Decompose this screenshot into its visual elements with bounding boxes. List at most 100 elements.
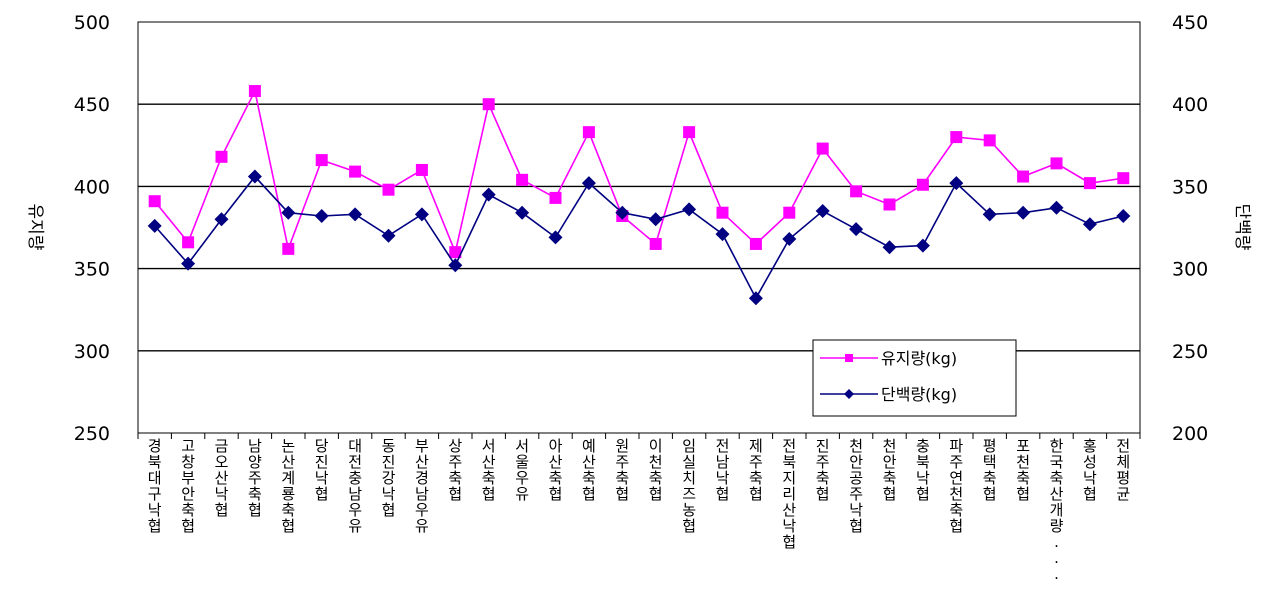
left-axis-title: 유지량	[25, 204, 45, 251]
data-point-0	[883, 198, 896, 211]
data-point-0	[182, 236, 195, 249]
data-point-1	[1116, 208, 1131, 223]
data-point-1	[147, 218, 162, 233]
data-point-1	[381, 228, 396, 243]
data-point-1	[515, 205, 530, 220]
data-point-1	[281, 205, 296, 220]
data-point-0	[248, 85, 261, 98]
data-point-0	[783, 206, 796, 219]
data-point-1	[581, 176, 596, 191]
data-point-1	[748, 291, 763, 306]
data-point-0	[516, 173, 529, 186]
data-point-1	[1016, 205, 1031, 220]
data-point-1	[348, 207, 363, 222]
data-point-1	[247, 169, 262, 184]
data-point-1	[982, 207, 997, 222]
data-point-0	[950, 131, 963, 144]
data-point-0	[582, 126, 595, 139]
right-axis-title: 단백량	[1232, 204, 1252, 251]
left-tick-label: 350	[74, 259, 110, 281]
legend-label-protein: 단백량(kg)	[881, 385, 957, 404]
data-point-0	[315, 154, 328, 167]
legend-marker-fat	[845, 354, 853, 362]
data-point-1	[181, 256, 196, 271]
data-point-0	[282, 242, 295, 255]
left-tick-label: 400	[74, 176, 110, 198]
data-point-1	[682, 202, 697, 217]
data-point-1	[849, 222, 864, 237]
left-tick-label: 250	[74, 423, 110, 445]
data-point-1	[782, 232, 797, 247]
data-point-0	[1117, 172, 1130, 185]
data-point-0	[983, 134, 996, 147]
data-point-0	[415, 163, 428, 176]
data-point-1	[715, 227, 730, 242]
data-point-0	[1017, 170, 1030, 183]
right-tick-label: 300	[1172, 259, 1208, 281]
data-point-0	[215, 150, 228, 163]
data-point-0	[349, 165, 362, 178]
legend-marker-protein	[844, 389, 854, 399]
data-point-0	[549, 191, 562, 204]
right-tick-label: 400	[1172, 94, 1208, 116]
data-point-1	[882, 240, 897, 255]
data-point-1	[648, 212, 663, 227]
legend-label-fat: 유지량(kg)	[881, 349, 957, 368]
data-point-1	[949, 176, 964, 191]
data-point-0	[816, 142, 829, 155]
data-point-1	[548, 230, 563, 245]
data-point-1	[414, 207, 429, 222]
data-point-0	[482, 98, 495, 111]
data-point-0	[850, 185, 863, 198]
data-point-0	[716, 206, 729, 219]
right-tick-label: 450	[1172, 12, 1208, 34]
data-point-0	[449, 246, 462, 259]
data-point-1	[481, 187, 496, 202]
right-tick-label: 200	[1172, 423, 1208, 445]
data-point-1	[448, 258, 463, 273]
left-tick-label: 300	[74, 341, 110, 363]
data-point-0	[382, 183, 395, 196]
data-point-1	[1049, 200, 1064, 215]
data-point-1	[214, 212, 229, 227]
right-tick-label: 250	[1172, 341, 1208, 363]
data-point-1	[915, 238, 930, 253]
data-point-0	[148, 195, 161, 208]
data-point-0	[1050, 157, 1063, 170]
data-point-0	[649, 237, 662, 250]
data-point-1	[815, 204, 830, 219]
right-tick-label: 350	[1172, 176, 1208, 198]
left-tick-label: 500	[74, 12, 110, 34]
data-point-0	[683, 126, 696, 139]
data-point-1	[314, 208, 329, 223]
